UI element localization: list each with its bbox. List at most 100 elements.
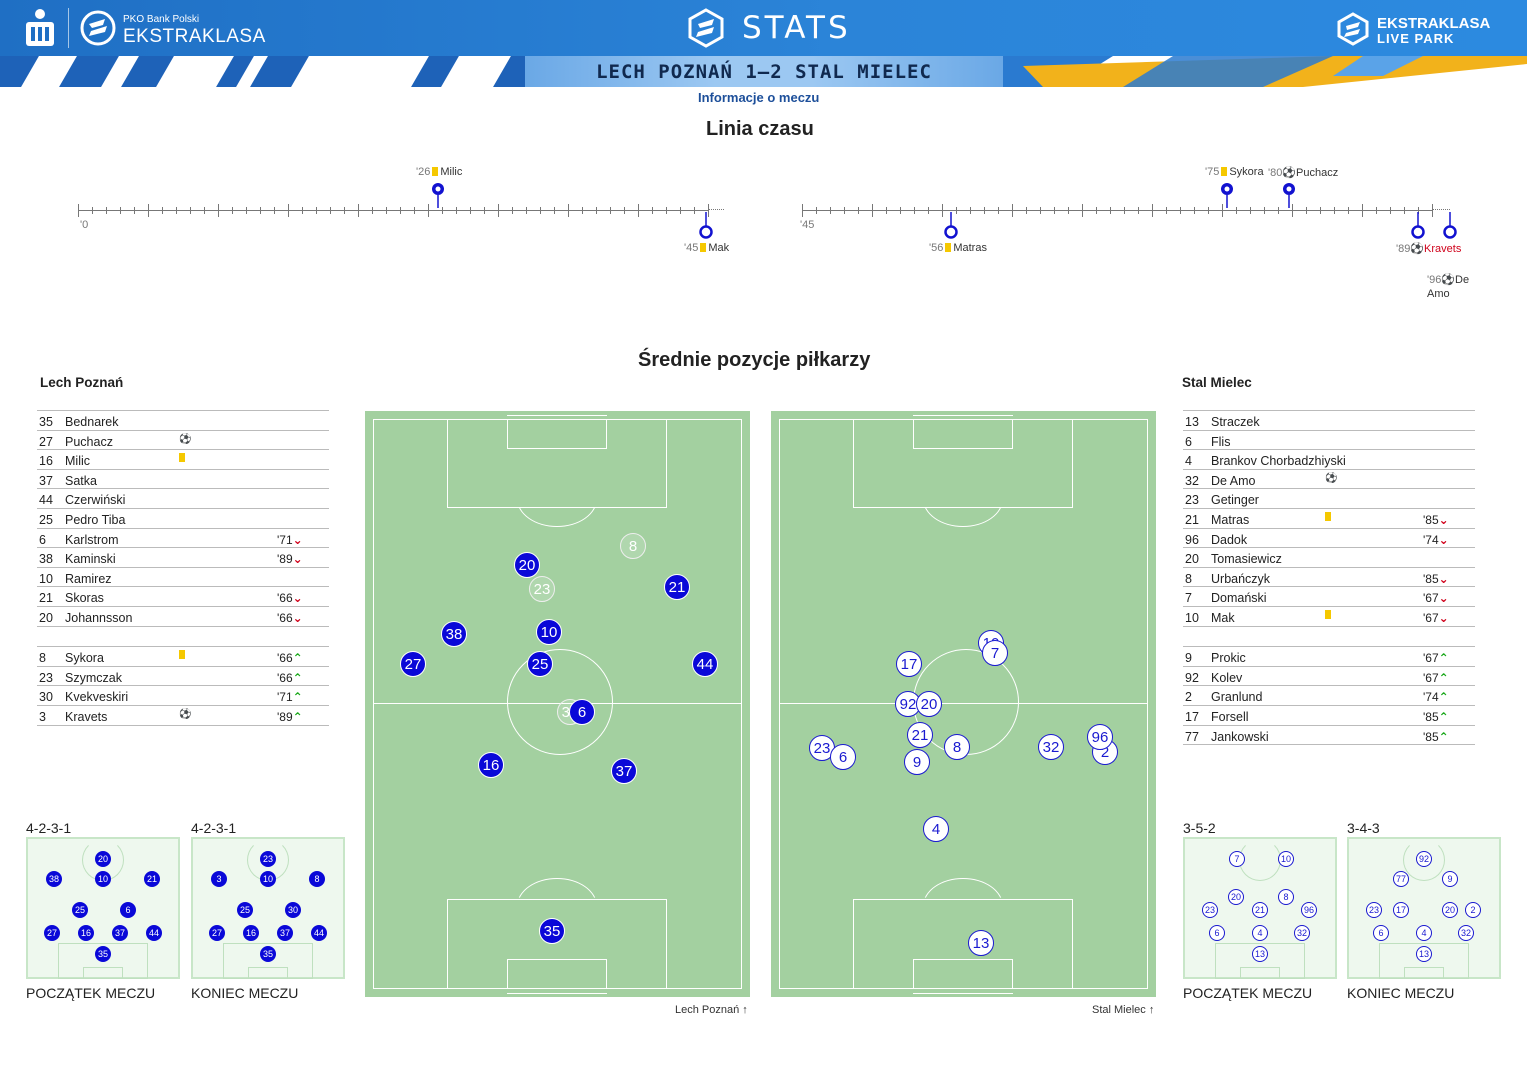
player-position-dot[interactable]: 23 bbox=[529, 576, 555, 602]
formation-player-dot[interactable]: 3 bbox=[211, 871, 227, 887]
timeline-event-kravets[interactable]: '89⚽Kravets bbox=[1396, 243, 1462, 255]
formation-player-dot[interactable]: 16 bbox=[78, 925, 94, 941]
player-position-dot[interactable]: 16 bbox=[478, 752, 504, 778]
formation-player-dot[interactable]: 23 bbox=[260, 851, 276, 867]
roster-row[interactable]: 10 Mak '67⌄ bbox=[1183, 607, 1475, 627]
roster-row[interactable]: 21 Skoras '66⌄ bbox=[37, 587, 329, 607]
player-position-dot[interactable]: 20 bbox=[916, 691, 942, 717]
formation-player-dot[interactable]: 6 bbox=[1373, 925, 1389, 941]
formation-player-dot[interactable]: 20 bbox=[1228, 889, 1244, 905]
formation-player-dot[interactable]: 9 bbox=[1442, 871, 1458, 887]
formation-player-dot[interactable]: 35 bbox=[95, 946, 111, 962]
formation-player-dot[interactable]: 77 bbox=[1393, 871, 1409, 887]
player-position-dot[interactable]: 4 bbox=[923, 816, 949, 842]
player-position-dot[interactable]: 8 bbox=[944, 734, 970, 760]
player-position-dot[interactable]: 37 bbox=[611, 758, 637, 784]
player-position-dot[interactable]: 20 bbox=[514, 552, 540, 578]
roster-row[interactable]: 6 Flis bbox=[1183, 431, 1475, 451]
formation-player-dot[interactable]: 25 bbox=[237, 902, 253, 918]
formation-player-dot[interactable]: 37 bbox=[277, 925, 293, 941]
player-position-dot[interactable]: 96 bbox=[1087, 724, 1113, 750]
formation-player-dot[interactable]: 23 bbox=[1202, 902, 1218, 918]
timeline-event-de-amo[interactable]: '96⚽De Amo bbox=[1427, 274, 1470, 300]
roster-row[interactable]: 35 Bednarek bbox=[37, 411, 329, 431]
player-position-dot[interactable]: 21 bbox=[664, 574, 690, 600]
roster-row[interactable]: 32 De Amo ⚽ bbox=[1183, 470, 1475, 490]
timeline-event-sykora[interactable]: '75 Sykora bbox=[1205, 166, 1264, 178]
roster-row[interactable]: 92 Kolev '67⌃ bbox=[1183, 667, 1475, 687]
player-position-dot[interactable]: 25 bbox=[527, 651, 553, 677]
player-position-dot[interactable]: 9 bbox=[904, 749, 930, 775]
roster-row[interactable]: 27 Puchacz ⚽ bbox=[37, 431, 329, 451]
formation-player-dot[interactable]: 20 bbox=[95, 851, 111, 867]
roster-row[interactable]: 4 Brankov Chorbadzhiyski bbox=[1183, 450, 1475, 470]
roster-row[interactable]: 6 Karlstrom '71⌄ bbox=[37, 529, 329, 549]
roster-row[interactable]: 37 Satka bbox=[37, 470, 329, 490]
player-position-dot[interactable]: 13 bbox=[968, 930, 994, 956]
formation-player-dot[interactable]: 32 bbox=[1458, 925, 1474, 941]
roster-row[interactable]: 20 Tomasiewicz bbox=[1183, 548, 1475, 568]
formation-player-dot[interactable]: 6 bbox=[120, 902, 136, 918]
formation-player-dot[interactable]: 44 bbox=[311, 925, 327, 941]
formation-player-dot[interactable]: 13 bbox=[1416, 946, 1432, 962]
roster-row[interactable]: 3 Kravets ⚽ '89⌃ bbox=[37, 706, 329, 726]
formation-player-dot[interactable]: 10 bbox=[95, 871, 111, 887]
formation-player-dot[interactable]: 4 bbox=[1416, 925, 1432, 941]
formation-player-dot[interactable]: 92 bbox=[1416, 851, 1432, 867]
roster-row[interactable]: 7 Domański '67⌄ bbox=[1183, 587, 1475, 607]
roster-row[interactable]: 8 Urbańczyk '85⌄ bbox=[1183, 568, 1475, 588]
match-info-link[interactable]: Informacje o meczu bbox=[698, 90, 820, 105]
timeline-event-milic[interactable]: '26 Milic bbox=[416, 166, 463, 178]
pko-logo[interactable] bbox=[22, 6, 58, 48]
formation-player-dot[interactable]: 37 bbox=[112, 925, 128, 941]
formation-player-dot[interactable]: 8 bbox=[309, 871, 325, 887]
formation-player-dot[interactable]: 96 bbox=[1301, 902, 1317, 918]
formation-player-dot[interactable]: 27 bbox=[44, 925, 60, 941]
formation-player-dot[interactable]: 30 bbox=[285, 902, 301, 918]
roster-row[interactable]: 8 Sykora '66⌃ bbox=[37, 647, 329, 667]
player-position-dot[interactable]: 7 bbox=[982, 640, 1008, 666]
formation-player-dot[interactable]: 35 bbox=[260, 946, 276, 962]
timeline-event-matras[interactable]: '56 Matras bbox=[929, 242, 987, 254]
formation-player-dot[interactable]: 25 bbox=[72, 902, 88, 918]
roster-row[interactable]: 30 Kvekveskiri '71⌃ bbox=[37, 686, 329, 706]
player-position-dot[interactable]: 38 bbox=[441, 621, 467, 647]
roster-row[interactable]: 23 Szymczak '66⌃ bbox=[37, 667, 329, 687]
timeline-event-mak[interactable]: '45 Mak bbox=[684, 242, 730, 254]
roster-row[interactable]: 17 Forsell '85⌃ bbox=[1183, 706, 1475, 726]
formation-player-dot[interactable]: 17 bbox=[1393, 902, 1409, 918]
formation-player-dot[interactable]: 6 bbox=[1209, 925, 1225, 941]
roster-row[interactable]: 21 Matras '85⌄ bbox=[1183, 509, 1475, 529]
roster-row[interactable]: 20 Johannsson '66⌄ bbox=[37, 607, 329, 627]
formation-player-dot[interactable]: 4 bbox=[1252, 925, 1268, 941]
formation-player-dot[interactable]: 27 bbox=[209, 925, 225, 941]
formation-player-dot[interactable]: 32 bbox=[1294, 925, 1310, 941]
roster-row[interactable]: 23 Getinger bbox=[1183, 489, 1475, 509]
roster-row[interactable]: 38 Kaminski '89⌄ bbox=[37, 548, 329, 568]
roster-row[interactable]: 96 Dadok '74⌄ bbox=[1183, 529, 1475, 549]
player-position-dot[interactable]: 6 bbox=[569, 699, 595, 725]
formation-player-dot[interactable]: 21 bbox=[144, 871, 160, 887]
roster-row[interactable]: 13 Straczek bbox=[1183, 411, 1475, 431]
player-position-dot[interactable]: 21 bbox=[907, 722, 933, 748]
formation-player-dot[interactable]: 10 bbox=[260, 871, 276, 887]
roster-row[interactable]: 9 Prokic '67⌃ bbox=[1183, 647, 1475, 667]
player-position-dot[interactable]: 32 bbox=[1038, 734, 1064, 760]
timeline-event-puchacz[interactable]: '80⚽Puchacz bbox=[1268, 167, 1339, 179]
player-position-dot[interactable]: 8 bbox=[620, 533, 646, 559]
player-position-dot[interactable]: 35 bbox=[539, 918, 565, 944]
formation-player-dot[interactable]: 38 bbox=[46, 871, 62, 887]
roster-row[interactable]: 77 Jankowski '85⌃ bbox=[1183, 726, 1475, 746]
formation-player-dot[interactable]: 10 bbox=[1278, 851, 1294, 867]
player-position-dot[interactable]: 10 bbox=[536, 619, 562, 645]
roster-row[interactable]: 2 Granlund '74⌃ bbox=[1183, 686, 1475, 706]
formation-player-dot[interactable]: 16 bbox=[243, 925, 259, 941]
roster-row[interactable]: 16 Milic bbox=[37, 450, 329, 470]
formation-player-dot[interactable]: 8 bbox=[1278, 889, 1294, 905]
formation-player-dot[interactable]: 23 bbox=[1366, 902, 1382, 918]
player-position-dot[interactable]: 17 bbox=[896, 651, 922, 677]
roster-row[interactable]: 25 Pedro Tiba bbox=[37, 509, 329, 529]
formation-player-dot[interactable]: 13 bbox=[1252, 946, 1268, 962]
formation-player-dot[interactable]: 7 bbox=[1229, 851, 1245, 867]
formation-player-dot[interactable]: 21 bbox=[1252, 902, 1268, 918]
